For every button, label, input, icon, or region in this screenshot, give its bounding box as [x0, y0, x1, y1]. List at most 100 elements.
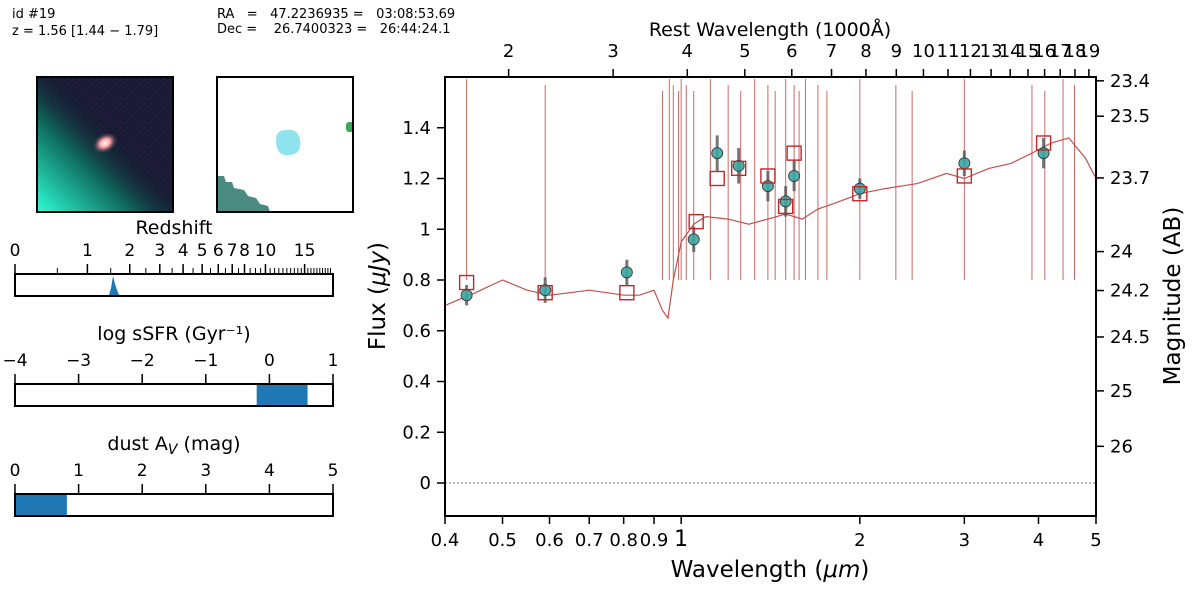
observed-point — [539, 284, 552, 297]
model-photometry-point — [709, 170, 725, 187]
dust-title: dust AV (mag) — [107, 433, 240, 458]
top-tick-label: 4 — [682, 41, 693, 62]
model-photometry-point — [777, 198, 794, 215]
x-tick-label: 1 — [674, 527, 688, 552]
top-tick-label: 6 — [786, 41, 797, 62]
ra-label: RA = 47.2236935 = 03:08:53.69 — [217, 7, 455, 22]
x-tick-label: 0.8 — [609, 530, 638, 551]
top-tick-label: 14 — [999, 41, 1022, 62]
model-photometry-point — [537, 284, 553, 301]
plot-axes: 0.4 0.5 0.6 0.7 0.8 0.9 1 2 3 4 500.20.40.60.811.2… — [402, 41, 1150, 552]
redshift-title: Redshift — [135, 217, 212, 239]
mag-tick-label: 23.7 — [1110, 168, 1150, 189]
y-tick-label: 0.4 — [402, 372, 431, 393]
redshift-tick-label: 1 — [82, 241, 93, 261]
ssfr-tick-label: 0 — [264, 351, 275, 371]
redshift-tick-label: 10 — [255, 241, 277, 261]
observed-point — [788, 169, 801, 182]
top-tick-label: 11 — [937, 41, 960, 62]
dust-axis: 0 1 2 3 4 5 — [10, 461, 339, 494]
top-tick-label: 9 — [891, 41, 902, 62]
redshift-tick-label: 0 — [10, 241, 21, 261]
right-axis-label: Magnitude (AB) — [1160, 207, 1186, 386]
top-tick-label: 18 — [1064, 41, 1087, 62]
model-photometry-point — [619, 284, 635, 301]
plot-frame — [444, 76, 1097, 517]
top-tick-label: 16 — [1033, 41, 1056, 62]
redshift-tick-label: 8 — [239, 241, 250, 261]
ssfr-axis: −4 −3 −2 −1 0 1 — [2, 351, 338, 384]
x-tick-label: 0.5 — [488, 530, 517, 551]
dust-tick-label: 4 — [264, 461, 275, 481]
y-tick-label: 1 — [420, 219, 431, 240]
observed-point — [620, 266, 633, 279]
y-tick-label: 1.4 — [402, 118, 431, 139]
y-tick-label: 0 — [420, 473, 431, 494]
model-photometry-point — [956, 168, 973, 184]
redshift-tick-label: 15 — [294, 241, 316, 261]
x-tick-label: 0.4 — [431, 530, 460, 551]
redshift-tick-label: 5 — [197, 241, 208, 261]
top-tick-label: 8 — [860, 41, 871, 62]
x-tick-label: 0.7 — [575, 530, 604, 551]
redshift-tick-label: 7 — [227, 241, 238, 261]
ssfr-tick-label: −2 — [130, 351, 155, 371]
top-tick-label: 7 — [826, 41, 837, 62]
mag-tick-label: 24 — [1110, 242, 1133, 263]
dust-tick-label: 0 — [10, 461, 21, 481]
model-photometry-point — [852, 186, 868, 202]
redshift-tick-label: 6 — [213, 241, 224, 261]
y-tick-label: 0.6 — [402, 321, 431, 342]
observed-point — [460, 289, 473, 302]
mag-tick-label: 26 — [1110, 436, 1133, 457]
y-tick-label: 0.8 — [402, 270, 431, 291]
redshift-axis: 0 1 2 3 4 5 6 7 8 10 15 — [10, 241, 331, 274]
top-tick-label: 19 — [1077, 41, 1100, 62]
top-tick-label: 15 — [1017, 41, 1040, 62]
observed-point — [687, 233, 700, 246]
model-spectrum-line — [444, 137, 1097, 320]
y-tick-label: 1.2 — [402, 169, 431, 190]
observed-point — [779, 195, 792, 208]
top-tick-label: 3 — [607, 41, 618, 62]
model-photometry-point — [760, 168, 776, 184]
ssfr-panel: log sSFR (Gyr⁻¹) −4 −3 −2 −1 0 1 — [2, 323, 338, 407]
y-axis-label: Flux (μJy) — [365, 242, 391, 350]
dust-range-bar — [16, 495, 67, 516]
redshift-panel: Redshift 0 1 2 3 4 5 6 7 8 10 15 — [10, 217, 334, 297]
mag-tick-label: 24.5 — [1110, 327, 1150, 348]
x-tick-label: 0.6 — [535, 530, 564, 551]
ssfr-title: log sSFR (Gyr⁻¹) — [97, 323, 250, 345]
redshift-tick-label: 4 — [178, 241, 189, 261]
thumbnail-rgb — [36, 76, 174, 213]
x-tick-label: 2 — [854, 530, 865, 551]
main-plot: 0.4 0.5 0.6 0.7 0.8 0.9 1 2 3 4 500.20.40.60.811.2… — [365, 18, 1186, 583]
mag-tick-label: 25 — [1110, 381, 1133, 402]
plot-area — [444, 79, 1097, 484]
dust-tick-label: 5 — [328, 461, 339, 481]
top-tick-label: 5 — [739, 41, 750, 62]
top-tick-label: 2 — [503, 41, 514, 62]
model-photometry-point — [786, 145, 802, 161]
mag-tick-label: 23.5 — [1110, 106, 1150, 127]
y-tick-label: 0.2 — [402, 422, 431, 443]
dust-tick-label: 3 — [200, 461, 211, 481]
top-tick-label: 13 — [980, 41, 1003, 62]
observed-point — [853, 182, 866, 195]
mag-tick-label: 24.2 — [1110, 281, 1150, 302]
redshift-summary: z = 1.56 [1.44 − 1.79] — [12, 24, 158, 39]
ssfr-tick-label: 1 — [328, 351, 339, 371]
ssfr-tick-label: −1 — [193, 351, 218, 371]
redshift-pdf — [105, 276, 119, 295]
ssfr-tick-label: −4 — [2, 351, 27, 371]
x-tick-label: 3 — [959, 530, 970, 551]
top-tick-label: 10 — [912, 41, 935, 62]
mag-tick-label: 23.4 — [1110, 71, 1150, 92]
top-axis-label: Rest Wavelength (1000Å) — [649, 18, 891, 41]
top-tick-label: 12 — [959, 41, 982, 62]
x-tick-label: 4 — [1033, 530, 1044, 551]
dec-label: Dec = 26.7400323 = 26:44:24.1 — [217, 22, 451, 37]
x-axis-label: Wavelength (μm) — [671, 557, 870, 583]
model-photometry-point — [688, 213, 704, 230]
